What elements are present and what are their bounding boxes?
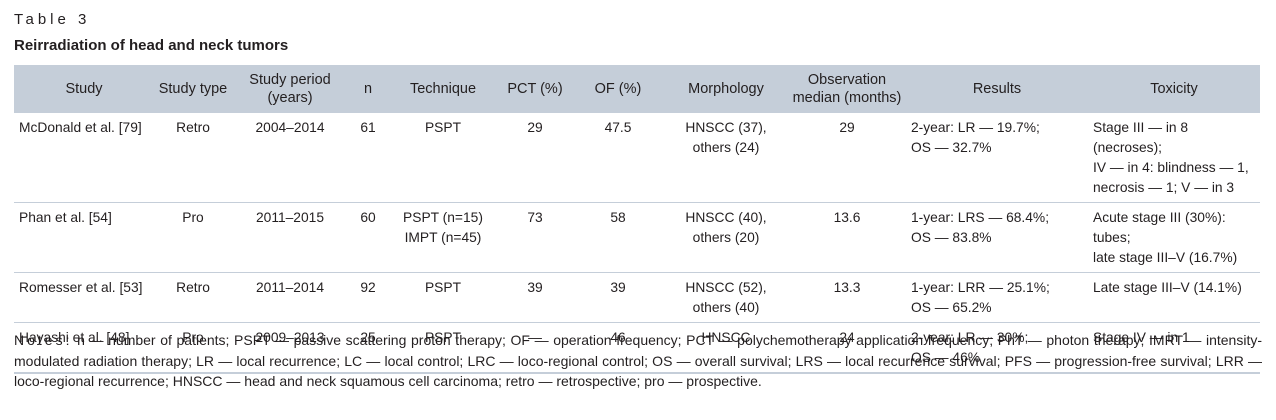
cell-line: HNSCC <box>701 330 751 345</box>
cell-line: late stage III–V (16.7%) <box>1093 250 1238 265</box>
cell-pct: 73 <box>527 210 543 225</box>
cell-technique: PSPT <box>388 113 498 203</box>
cell-of: 47.5 <box>604 120 632 135</box>
cell-n: 60 <box>360 210 376 225</box>
column-header: Toxicity <box>1150 81 1198 97</box>
cell-line: 2-year: LR — 19.7%; <box>911 120 1040 135</box>
table-row: McDonald et al. [79] Retro 2004–2014 61 PSPT… <box>14 113 1260 203</box>
cell-line: OS — 46% <box>911 350 981 365</box>
cell-technique: PSPT <box>388 323 498 374</box>
cell-line: OS — 65.2% <box>911 300 992 315</box>
header-line: Observation median (months) <box>792 72 902 106</box>
header-line: Study period (years) <box>249 72 331 106</box>
cell-n: 61 <box>360 120 376 135</box>
cell-technique: PSPT <box>388 273 498 323</box>
table-label: Table 3 <box>14 11 91 28</box>
cell-line: others (40) <box>692 300 760 315</box>
cell-study-type: Pro <box>182 210 204 225</box>
cell-line: PSPT (n=15) <box>403 210 483 225</box>
cell-pct: 39 <box>527 280 543 295</box>
cell-study-period: 2009–2013 <box>255 330 325 345</box>
cell-line: Acute stage III (30%): tubes; <box>1093 210 1226 245</box>
cell-study: Phan et al. [54] <box>19 210 112 225</box>
cell-morphology: HNSCC (52), others (40) <box>664 273 788 323</box>
cell-study-period: 2011–2014 <box>255 280 325 295</box>
cell-of: 58 <box>610 210 626 225</box>
table-row: Phan et al. [54] Pro 2011–2015 60 PSPT (n=15… <box>14 203 1260 273</box>
column-header: n <box>363 81 373 97</box>
notes-label: Notes: <box>14 332 73 348</box>
notes-text: n — number of patients; PSPT — passive s… <box>14 332 1263 389</box>
cell-observation: 29 <box>839 120 855 135</box>
cell-observation: 13.6 <box>833 210 861 225</box>
cell-morphology: HNSCC (37), others (24) <box>664 113 788 203</box>
cell-n: 92 <box>360 280 376 295</box>
cell-results: 2-year: LR — 30%; OS — 46% <box>906 323 1088 374</box>
cell-line: Stage III — in 8 (necroses); <box>1093 120 1189 155</box>
cell-line: 1-year: LRR — 25.1%; <box>911 280 1050 295</box>
cell-technique: PSPT (n=15) IMPT (n=45) <box>388 203 498 273</box>
column-header: Morphology <box>688 81 764 97</box>
cell-pct: 29 <box>527 120 543 135</box>
cell-results: 2-year: LR — 19.7%; OS — 32.7% <box>906 113 1088 203</box>
cell-of: 46 <box>610 330 626 345</box>
cell-toxicity: Acute stage III (30%): tubes; late stage … <box>1088 203 1260 273</box>
cell-line: HNSCC (40), <box>685 210 767 225</box>
cell-line: Late stage III–V (14.1%) <box>1093 280 1242 295</box>
table-title: Reirradiation of head and neck tumors <box>14 37 289 54</box>
cell-study-period: 2004–2014 <box>255 120 325 135</box>
cell-study-type: Pro <box>182 330 204 345</box>
header-row: Study Study type Study period (years) n … <box>14 65 1260 113</box>
cell-line: PSPT <box>424 330 462 345</box>
data-table: Study Study type Study period (years) n … <box>14 65 1260 374</box>
column-header: Observation median (months) <box>788 65 906 113</box>
cell-line: PSPT <box>424 280 462 295</box>
cell-line: others (24) <box>692 140 760 155</box>
cell-morphology: HNSCC (40), others (20) <box>664 203 788 273</box>
cell-study-type: Retro <box>176 120 210 135</box>
cell-n: 25 <box>360 330 376 345</box>
column-header: Study type <box>158 81 228 97</box>
cell-line: 2-year: LR — 30%; <box>911 330 1029 345</box>
table-notes: Notes: n — number of patients; PSPT — pa… <box>14 330 1262 392</box>
cell-line: others (20) <box>692 230 760 245</box>
cell-observation: 24 <box>839 330 855 345</box>
column-header: Study <box>65 81 103 97</box>
cell-line: OS — 83.8% <box>911 230 992 245</box>
cell-toxicity: Stage III — in 8 (necroses); IV — in 4: b… <box>1088 113 1260 203</box>
cell-line: necrosis — 1; V — in 3 <box>1093 180 1235 195</box>
cell-line: HNSCC (37), <box>685 120 767 135</box>
cell-observation: 13.3 <box>833 280 861 295</box>
table-row: Romesser et al. [53] Retro 2011–2014 92 PSPT… <box>14 273 1260 323</box>
table-body: McDonald et al. [79] Retro 2004–2014 61 PSPT… <box>14 113 1260 373</box>
column-header: Technique <box>409 81 477 97</box>
column-header: OF (%) <box>594 81 642 97</box>
cell-study: Romesser et al. [53] <box>19 280 143 295</box>
cell-morphology: HNSCC <box>664 323 788 374</box>
cell-line: IMPT (n=45) <box>404 230 482 245</box>
cell-pct: — <box>528 330 542 345</box>
cell-line: 1-year: LRS — 68.4%; <box>911 210 1050 225</box>
cell-line: OS — 32.7% <box>911 140 992 155</box>
cell-study-period: 2011–2015 <box>255 210 325 225</box>
cell-study: Hayashi et al. [48] <box>19 330 130 345</box>
cell-line: Stage IV — in 1 <box>1093 330 1190 345</box>
cell-results: 1-year: LRR — 25.1%; OS — 65.2% <box>906 273 1088 323</box>
cell-line: HNSCC (52), <box>685 280 767 295</box>
column-header: PCT (%) <box>507 81 563 97</box>
column-header: Results <box>972 81 1022 97</box>
table-row: Hayashi et al. [48] Pro 2009–2013 25 PSPT — 46… <box>14 323 1260 374</box>
column-header: Study period (years) <box>232 65 348 113</box>
cell-line: PSPT <box>424 120 462 135</box>
cell-toxicity: Late stage III–V (14.1%) <box>1088 273 1260 323</box>
cell-study-type: Retro <box>176 280 210 295</box>
cell-toxicity: Stage IV — in 1 <box>1088 323 1260 374</box>
cell-study: McDonald et al. [79] <box>19 120 142 135</box>
cell-of: 39 <box>610 280 626 295</box>
cell-line: IV — in 4: blindness — 1, <box>1093 160 1249 175</box>
cell-results: 1-year: LRS — 68.4%; OS — 83.8% <box>906 203 1088 273</box>
